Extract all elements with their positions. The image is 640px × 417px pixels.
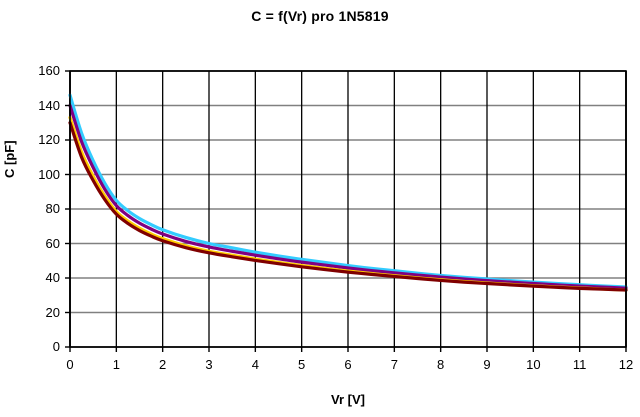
y-tick-label: 160: [38, 63, 60, 78]
x-tick-label: 10: [526, 357, 541, 372]
y-tick-label: 60: [45, 235, 60, 251]
y-tick-label: 0: [52, 339, 60, 354]
x-tick-label: 1: [112, 357, 120, 372]
x-axis-title: Vr [V]: [331, 392, 365, 407]
x-tick-label: 9: [483, 357, 491, 372]
x-tick-label: 11: [572, 357, 587, 372]
x-tick-label: 5: [298, 357, 306, 372]
x-tick-label: 2: [159, 357, 167, 372]
x-tick-label: 0: [66, 357, 74, 372]
y-tick-label: 80: [45, 201, 60, 216]
x-tick-label: 4: [251, 357, 259, 372]
x-tick-label: 7: [390, 357, 398, 372]
x-tick-label: 6: [344, 357, 352, 372]
chart-title: C = f(Vr) pro 1N5819: [251, 8, 389, 24]
series-line: [68, 121, 628, 292]
y-tick-label: 120: [38, 132, 60, 147]
y-tick-label: 140: [38, 97, 60, 113]
x-tick-label: 12: [618, 357, 634, 372]
y-tick-label: 20: [45, 304, 60, 320]
y-tick-label: 100: [38, 166, 60, 182]
x-tick-label: 8: [437, 357, 445, 372]
y-tick-label: 40: [45, 270, 60, 285]
series-line: [68, 103, 628, 290]
x-tick-label: 3: [205, 357, 213, 372]
